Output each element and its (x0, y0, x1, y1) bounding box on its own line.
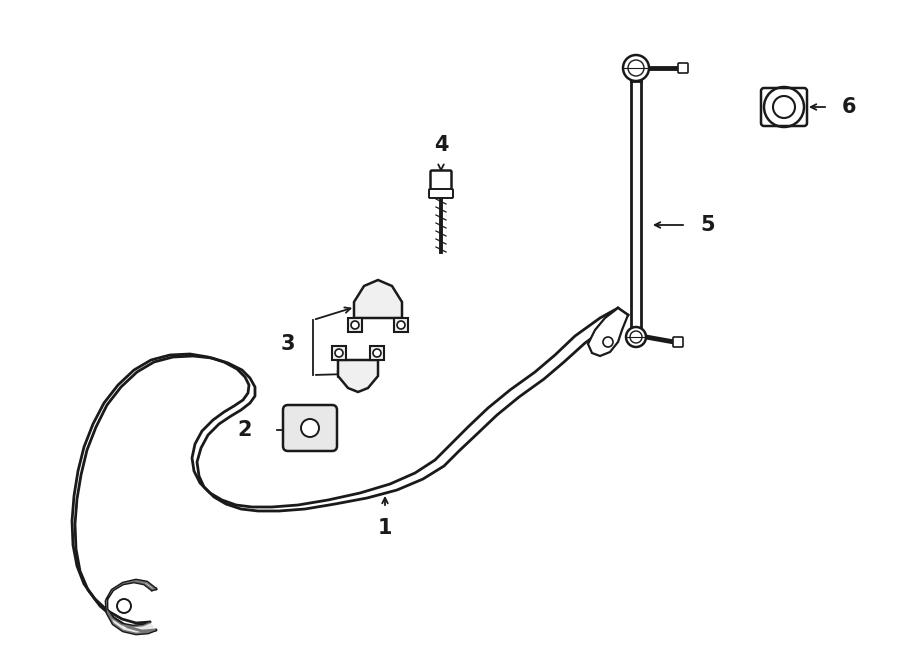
Polygon shape (370, 346, 384, 360)
Circle shape (603, 337, 613, 347)
FancyBboxPatch shape (430, 171, 452, 192)
Text: 4: 4 (434, 135, 448, 155)
Circle shape (628, 60, 644, 76)
Circle shape (626, 327, 646, 347)
FancyBboxPatch shape (761, 88, 807, 126)
Text: 6: 6 (842, 97, 857, 117)
Circle shape (397, 321, 405, 329)
Circle shape (117, 599, 131, 613)
FancyBboxPatch shape (678, 63, 688, 73)
Polygon shape (338, 360, 378, 392)
Circle shape (773, 96, 795, 118)
Circle shape (630, 331, 642, 343)
Polygon shape (332, 346, 346, 360)
Polygon shape (588, 308, 628, 356)
Circle shape (373, 349, 381, 357)
Text: 1: 1 (378, 518, 392, 538)
Text: 3: 3 (281, 334, 295, 354)
Circle shape (335, 349, 343, 357)
Text: 2: 2 (238, 420, 252, 440)
FancyBboxPatch shape (429, 189, 453, 198)
Text: 5: 5 (700, 215, 715, 235)
Polygon shape (106, 580, 156, 634)
Circle shape (623, 55, 649, 81)
Polygon shape (394, 318, 408, 332)
FancyBboxPatch shape (673, 337, 683, 347)
FancyBboxPatch shape (283, 405, 337, 451)
Circle shape (301, 419, 319, 437)
Polygon shape (348, 318, 362, 332)
Polygon shape (354, 280, 402, 318)
Circle shape (351, 321, 359, 329)
